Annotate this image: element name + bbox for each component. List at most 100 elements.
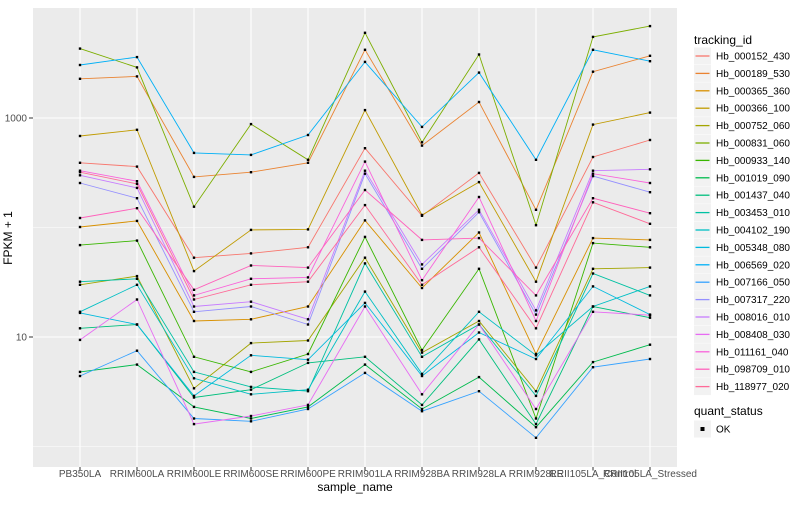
data-point [135, 283, 139, 286]
data-point [78, 63, 82, 67]
data-point [477, 338, 481, 341]
data-point [249, 264, 253, 267]
data-point [534, 417, 538, 420]
data-point [135, 363, 139, 366]
y-axis: 1000 10 [5, 114, 33, 344]
data-point [420, 393, 424, 396]
data-point [249, 417, 253, 420]
data-point [192, 310, 196, 313]
data-point [249, 122, 253, 126]
data-point [249, 318, 253, 321]
data-point [477, 331, 481, 334]
data-point [249, 228, 253, 232]
legend-label: Hb_004102_190 [716, 226, 790, 237]
data-point [648, 357, 652, 361]
data-point [306, 407, 310, 411]
data-point [192, 355, 196, 358]
x-tick-label: RRIM600SE [223, 469, 279, 480]
data-point [648, 316, 652, 319]
data-point [363, 60, 367, 64]
legend-label: Hb_000752_060 [716, 121, 790, 132]
data-point [78, 338, 82, 342]
data-point [534, 357, 538, 361]
data-point [477, 319, 481, 323]
data-point [78, 370, 82, 374]
data-point [306, 246, 310, 249]
data-point [648, 266, 652, 269]
data-point [420, 263, 424, 266]
data-point [534, 354, 538, 357]
data-point [648, 168, 652, 171]
data-point [363, 256, 367, 259]
data-point [591, 172, 595, 175]
data-point [477, 100, 481, 104]
data-point [534, 158, 538, 161]
data-point [534, 407, 538, 411]
x-tick-label: PB350LA [59, 469, 102, 480]
legend-label: Hb_008016_010 [716, 313, 790, 324]
data-point [477, 375, 481, 379]
data-point [420, 267, 424, 270]
data-point [306, 403, 310, 407]
data-point [135, 197, 139, 200]
y-tick-label: 1000 [5, 114, 28, 125]
data-point [78, 181, 82, 185]
data-point [78, 243, 82, 247]
data-point [534, 294, 538, 297]
data-point [363, 355, 367, 358]
data-point [135, 75, 139, 78]
data-point [306, 390, 310, 393]
data-point [648, 54, 652, 57]
legend-key-point [700, 427, 705, 431]
data-point [420, 374, 424, 378]
data-point [420, 141, 424, 144]
data-point [78, 134, 82, 138]
data-point [534, 422, 538, 426]
legend-label: Hb_003453_010 [716, 208, 790, 219]
data-point [306, 276, 310, 279]
legend-label: Hb_000831_060 [716, 139, 790, 150]
data-point [192, 417, 196, 420]
data-point [306, 352, 310, 356]
data-point [78, 311, 82, 315]
data-point [648, 24, 652, 28]
x-tick-label: RRIM901LA [338, 469, 393, 480]
data-point [420, 348, 424, 352]
data-point [135, 186, 139, 190]
data-point [78, 47, 82, 50]
data-point [591, 305, 595, 308]
data-point [648, 314, 652, 317]
legend-label: Hb_000366_100 [716, 104, 790, 115]
data-point [420, 372, 424, 376]
legend-label: Hb_005348_080 [716, 243, 790, 254]
data-point [363, 188, 367, 192]
data-point [534, 319, 538, 323]
data-point [306, 161, 310, 164]
data-point [192, 396, 196, 399]
data-point [591, 35, 595, 39]
data-point [477, 236, 481, 240]
data-point [192, 394, 196, 398]
data-point [648, 222, 652, 225]
data-point [192, 256, 196, 259]
legend-label: Hb_006569_020 [716, 260, 790, 271]
data-point [591, 174, 595, 178]
data-point [591, 169, 595, 172]
data-point [363, 108, 367, 112]
legend-label: Hb_007317_220 [716, 295, 790, 306]
data-point [192, 175, 196, 179]
x-tick-label: RRII105LA_Control [550, 469, 637, 480]
data-point [306, 358, 310, 361]
data-point [420, 283, 424, 286]
data-point [249, 305, 253, 308]
data-point [420, 213, 424, 217]
legend-label: Hb_007166_050 [716, 278, 790, 289]
data-point [591, 197, 595, 200]
x-tick-label: RRIM600LA [110, 469, 165, 480]
data-point [192, 319, 196, 323]
data-point [135, 66, 139, 69]
data-point [648, 285, 652, 288]
data-point [192, 370, 196, 374]
data-point [363, 31, 367, 34]
